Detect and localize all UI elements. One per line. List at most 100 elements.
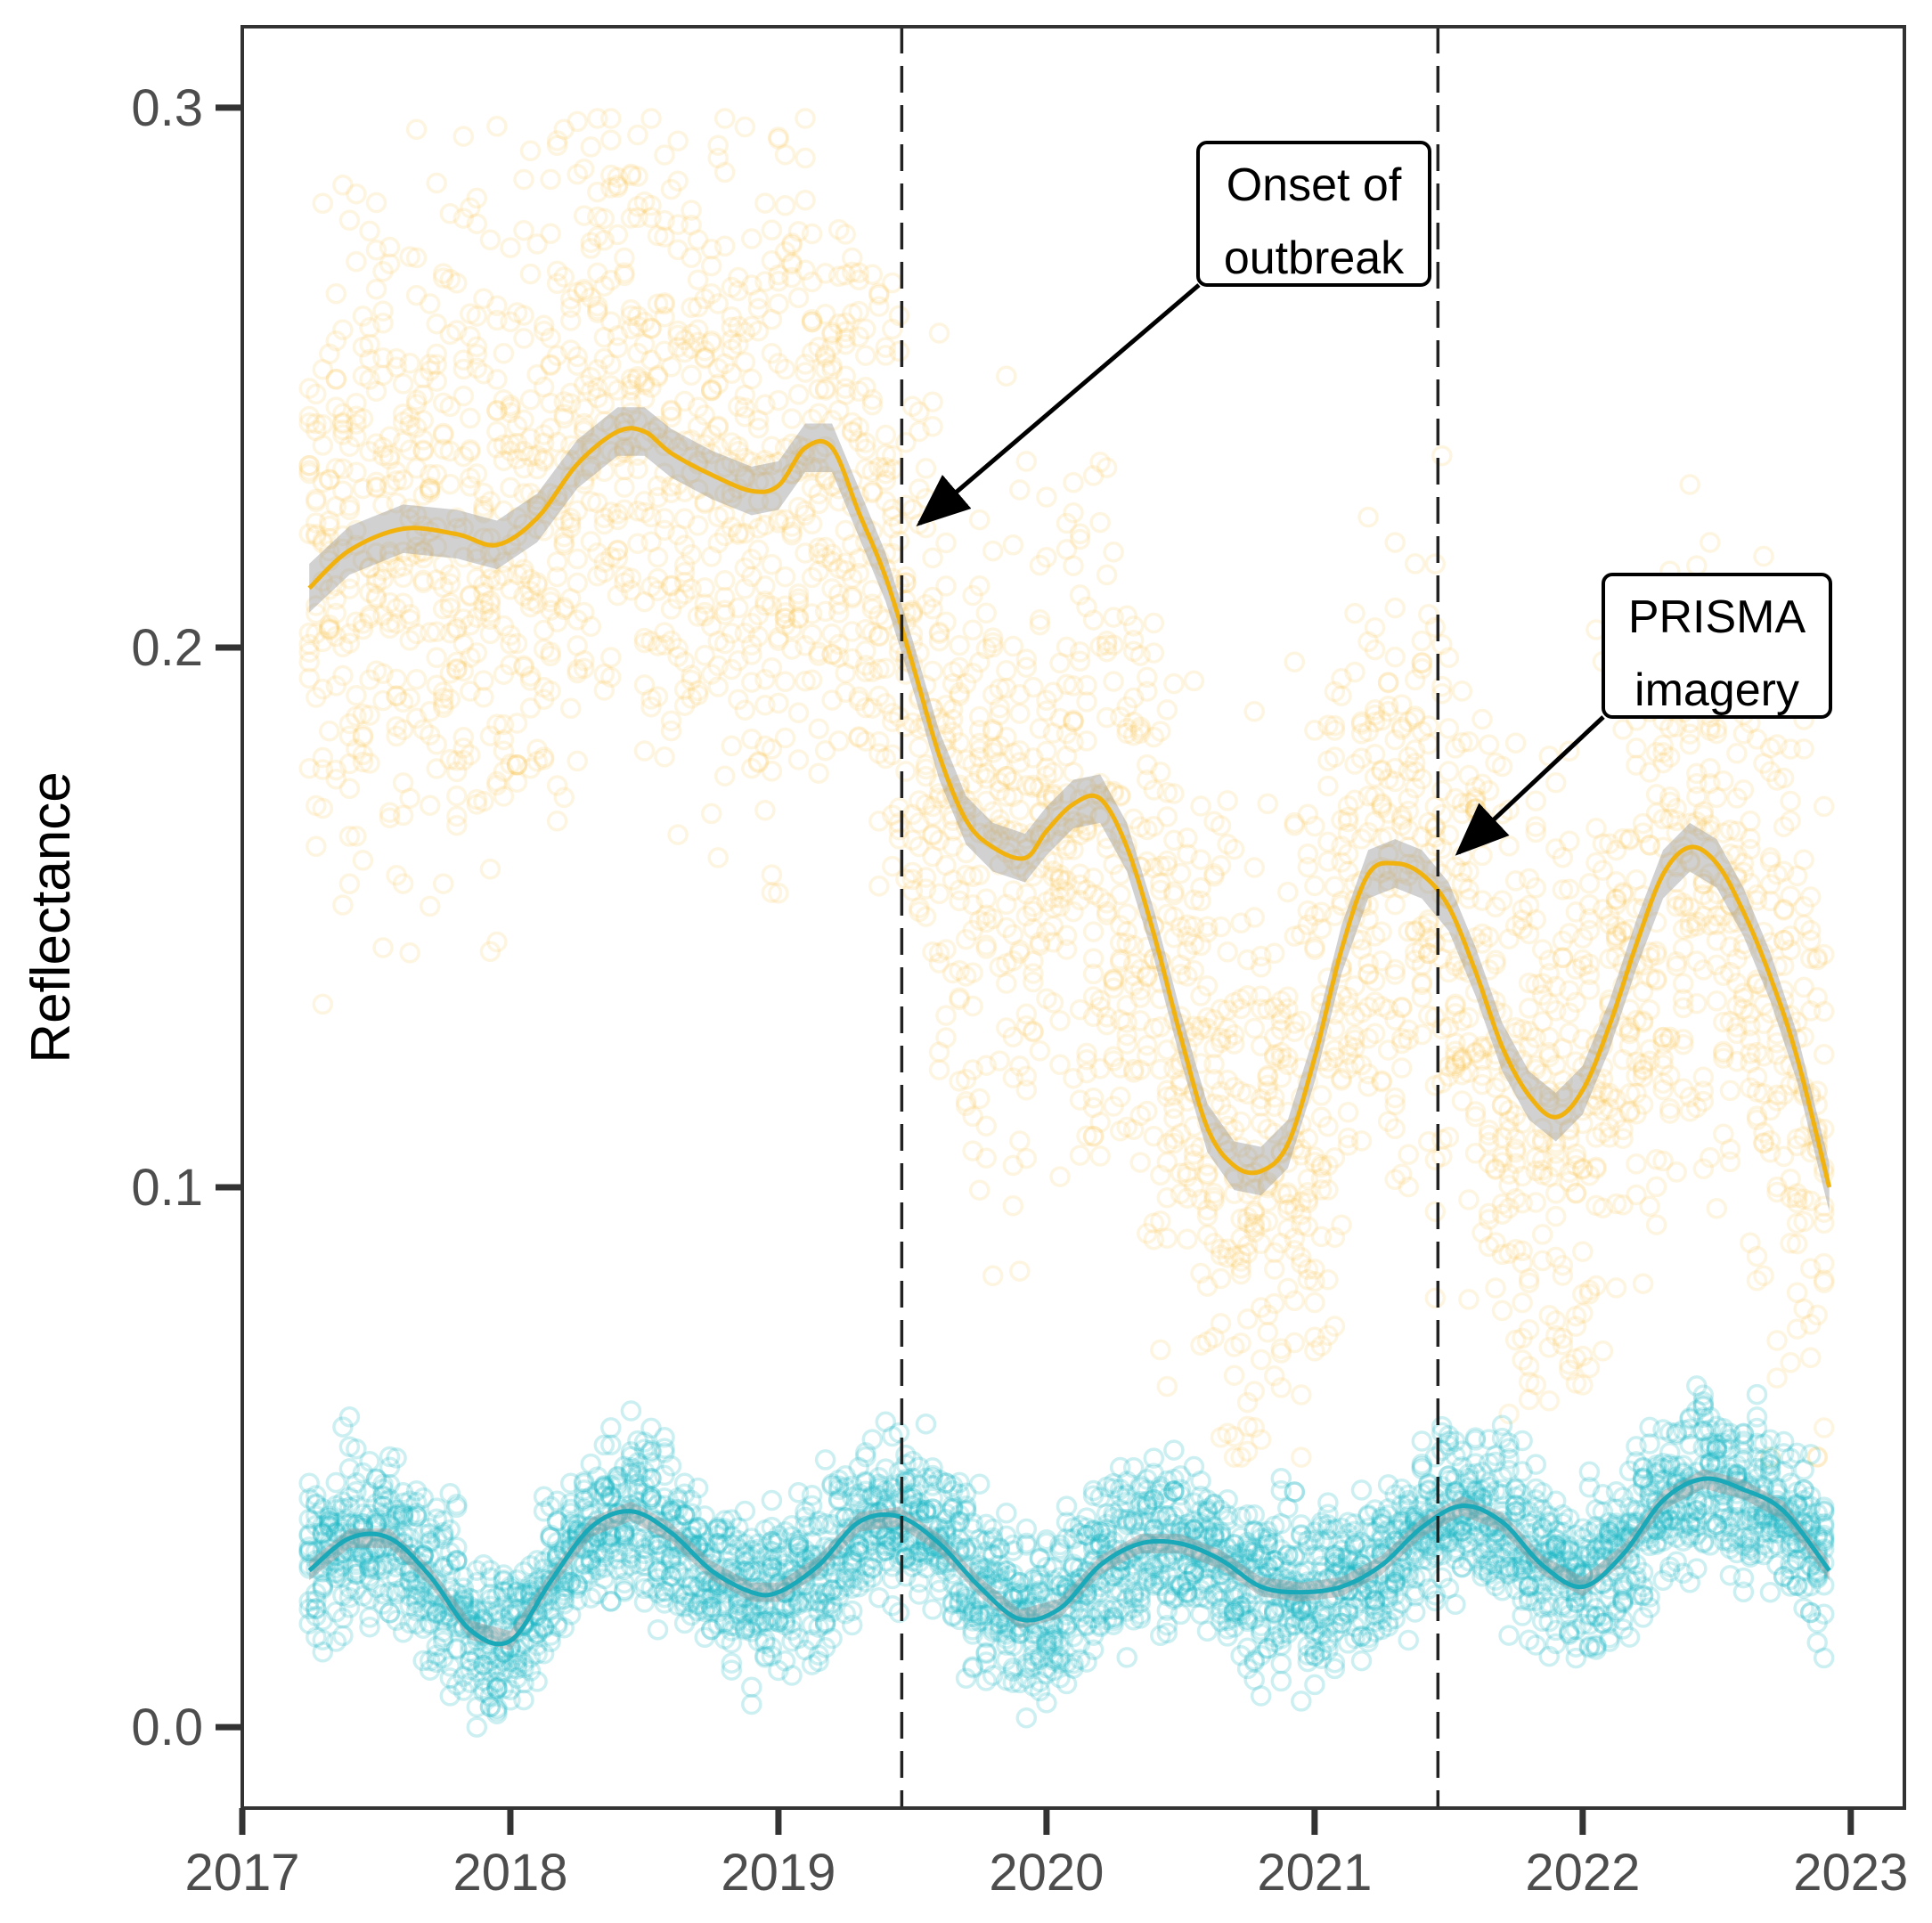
scatter-point [848,485,869,507]
scatter-point [1277,1101,1299,1123]
scatter-point [754,669,776,690]
scatter-point [1015,656,1038,679]
scatter-point [1177,1166,1198,1187]
scatter-point [412,384,434,405]
scatter-point [1103,1096,1124,1117]
scatter-point [801,623,823,646]
scatter-point [405,542,428,565]
scatter-point [580,366,602,388]
scatter-point [694,606,715,627]
scatter-point [1116,1012,1137,1033]
scatter-point [795,259,816,281]
scatter-point [821,359,843,380]
scatter-point [298,667,320,689]
scatter-point [647,364,669,387]
scatter-point [1592,1340,1614,1362]
scatter-point [962,1059,983,1080]
scatter-point [707,134,729,156]
scatter-point [868,296,890,317]
scatter-point [1177,1228,1198,1250]
scatter-point [546,431,568,453]
scatter-point [1243,1177,1265,1200]
scatter-point [620,402,642,424]
scatter-point [667,588,689,610]
scatter-point [567,354,588,376]
scatter-point [935,729,957,751]
scatter-point [673,679,696,701]
scatter-point [1210,1080,1232,1103]
scatter-point [1089,996,1111,1018]
scatter-point [399,787,420,809]
scatter-point [1203,1183,1225,1204]
scatter-point [741,728,762,750]
scatter-point [827,218,850,240]
scatter-point [500,477,521,499]
scatter-point [875,491,897,512]
scatter-point [942,835,964,857]
scatter-point [660,482,682,503]
scatter-point [996,819,1017,841]
scatter-point [882,711,903,732]
scatter-point [1029,827,1051,850]
scatter-point [346,705,367,728]
scatter-point [747,320,770,342]
scatter-point [673,430,696,452]
scatter-point [1203,863,1225,884]
scatter-point [654,306,675,328]
scatter-point [365,573,387,594]
scatter-point [1223,1336,1245,1357]
scatter-point [875,693,897,714]
scatter-point [868,730,890,753]
scatter-point [466,336,488,358]
scatter-point [909,737,930,758]
scatter-point [761,656,783,679]
scatter-point [587,565,608,587]
scatter-point [446,805,468,827]
scatter-point [1210,1027,1232,1049]
scatter-point [600,311,622,332]
scatter-point [460,680,481,702]
scatter-point [694,434,715,455]
scatter-point [647,486,669,509]
scatter-point [1069,650,1091,672]
scatter-point [1277,1152,1299,1173]
scatter-point [399,414,420,436]
scatter-point [1143,1212,1165,1234]
scatter-point [1082,1125,1105,1147]
scatter-point [633,740,656,762]
scatter-point [1015,1003,1038,1025]
scatter-point [1163,1132,1185,1154]
scatter-point [901,880,924,901]
scatter-point [405,504,428,526]
scatter-point [600,666,622,689]
scatter-point [827,730,850,752]
scatter-point [660,710,682,732]
scatter-point [734,523,756,544]
scatter-point [1069,584,1091,606]
scatter-point [868,743,890,764]
scatter-point [1156,1375,1178,1397]
scatter-point [700,546,722,567]
scatter-point [1009,940,1031,961]
scatter-point [1458,1289,1480,1310]
scatter-point [935,532,957,554]
scatter-point [640,377,662,398]
scatter-point [573,281,595,303]
scatter-point [901,395,924,417]
scatter-point [747,517,770,539]
scatter-point [426,343,447,365]
scatter-point [968,1088,990,1110]
scatter-point [332,424,354,445]
scatter-point [734,384,756,406]
scatter-point [1297,843,1319,865]
scatter-point [835,333,856,355]
scatter-point [559,310,582,331]
scatter-point [821,578,843,599]
scatter-point [352,703,374,725]
scatter-point [1082,986,1105,1007]
scatter-point [707,655,729,677]
scatter-point [647,366,669,388]
scatter-point [700,238,722,260]
scatter-point [386,715,407,737]
scatter-point [640,696,662,718]
